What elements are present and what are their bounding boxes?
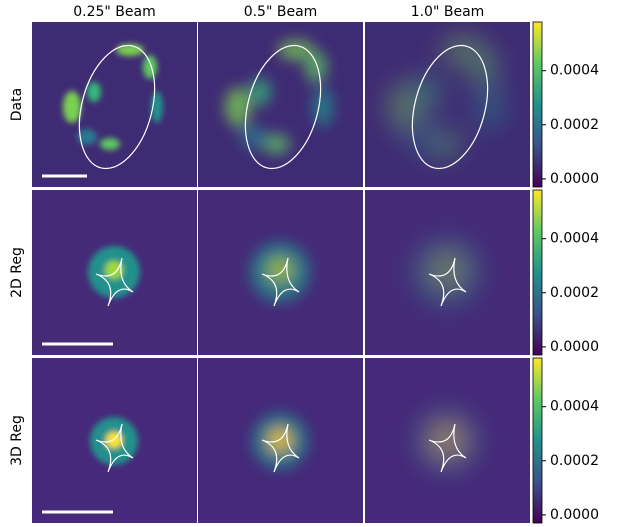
colorbar: [533, 190, 542, 355]
image-panel: [365, 358, 530, 523]
panel-content: [365, 22, 530, 187]
colorbar-tick-label: 0.0002: [550, 453, 599, 469]
row-label: 2D Reg: [9, 247, 25, 298]
column-title: 0.5" Beam: [244, 4, 318, 20]
emission-blob: [430, 253, 464, 287]
emission-blob: [143, 55, 157, 79]
colorbar: [533, 358, 542, 523]
emission-blob: [87, 82, 101, 102]
colorbar-tick-label: 0.0000: [550, 507, 599, 523]
colorbar-tick-label: 0.0000: [550, 171, 599, 187]
emission-blob: [305, 51, 327, 83]
column-title: 1.0" Beam: [411, 4, 485, 20]
figure: 0.25" Beam 0.5" Beam 1.0" Beam Data 0.0000 0.…: [0, 0, 618, 527]
row-label: 3D Reg: [9, 415, 25, 466]
colorbar-tick-label: 0.0000: [550, 339, 599, 355]
emission-blob: [402, 121, 438, 153]
image-panel: [32, 22, 197, 187]
colorbar-tick-label: 0.0002: [550, 285, 599, 301]
image-panel: [365, 190, 530, 355]
emission: [415, 409, 479, 473]
panel-background: [32, 22, 197, 187]
panel-content: [32, 22, 197, 187]
panel-content: [198, 22, 363, 187]
panel-content: [365, 358, 530, 523]
colorbar: [533, 22, 542, 187]
row-label: Data: [9, 88, 25, 121]
panel-content: [32, 190, 197, 355]
colorbar-tick-label: 0.0004: [550, 399, 599, 415]
image-panel: [365, 22, 530, 187]
emission-blob: [239, 125, 267, 149]
emission-blob: [63, 91, 81, 123]
panel-content: [32, 358, 197, 523]
colorbar-tick-label: 0.0004: [550, 231, 599, 247]
emission: [413, 238, 481, 306]
emission-blob: [412, 74, 442, 110]
emission: [88, 246, 140, 298]
panel-content: [198, 190, 363, 355]
panel-content: [198, 358, 363, 523]
column-title: 0.25" Beam: [73, 4, 156, 20]
panel-content: [365, 190, 530, 355]
image-panel: [198, 190, 363, 355]
image-panel: [32, 190, 197, 355]
emission-blob: [476, 83, 504, 131]
colorbar-tick-label: 0.0002: [550, 117, 599, 133]
image-panel: [32, 358, 197, 523]
image-panel: [198, 358, 363, 523]
emission-blob: [100, 138, 120, 150]
emission: [250, 242, 310, 302]
emission-blob: [249, 78, 271, 106]
image-panel: [198, 22, 363, 187]
colorbar-tick-label: 0.0004: [550, 63, 599, 79]
emission-blob: [468, 47, 498, 87]
